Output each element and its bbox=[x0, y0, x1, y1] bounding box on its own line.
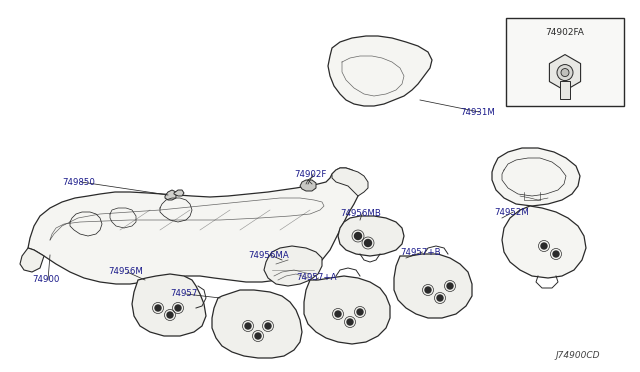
Circle shape bbox=[265, 323, 271, 329]
Text: 74956M: 74956M bbox=[108, 267, 143, 276]
Circle shape bbox=[561, 68, 569, 77]
Polygon shape bbox=[502, 206, 586, 278]
Polygon shape bbox=[20, 248, 44, 272]
Text: 749850: 749850 bbox=[62, 177, 95, 186]
Text: 74957+B: 74957+B bbox=[400, 247, 440, 257]
Text: 74931M: 74931M bbox=[460, 108, 495, 116]
Circle shape bbox=[553, 251, 559, 257]
Polygon shape bbox=[165, 190, 176, 200]
Text: 74952M: 74952M bbox=[494, 208, 529, 217]
Circle shape bbox=[245, 323, 251, 329]
Polygon shape bbox=[300, 180, 316, 191]
Circle shape bbox=[155, 305, 161, 311]
Text: 74957+A: 74957+A bbox=[296, 273, 337, 282]
Circle shape bbox=[357, 309, 363, 315]
Text: 74900: 74900 bbox=[32, 276, 60, 285]
Polygon shape bbox=[304, 276, 390, 344]
Polygon shape bbox=[212, 290, 302, 358]
Circle shape bbox=[255, 333, 261, 339]
Polygon shape bbox=[549, 55, 580, 90]
Text: 74956MB: 74956MB bbox=[340, 208, 381, 218]
Circle shape bbox=[365, 240, 371, 247]
Polygon shape bbox=[394, 254, 472, 318]
Circle shape bbox=[541, 243, 547, 249]
Circle shape bbox=[167, 312, 173, 318]
Polygon shape bbox=[332, 168, 368, 196]
Circle shape bbox=[347, 319, 353, 325]
Text: 74956MA: 74956MA bbox=[248, 250, 289, 260]
Circle shape bbox=[355, 232, 362, 240]
Bar bbox=[506, 18, 624, 106]
Circle shape bbox=[557, 65, 573, 81]
Polygon shape bbox=[132, 274, 206, 336]
Text: 74957: 74957 bbox=[170, 289, 197, 298]
Polygon shape bbox=[174, 190, 184, 196]
Polygon shape bbox=[338, 216, 404, 256]
Circle shape bbox=[335, 311, 341, 317]
Text: 74902F: 74902F bbox=[294, 170, 326, 179]
Circle shape bbox=[447, 283, 453, 289]
Circle shape bbox=[425, 287, 431, 293]
Text: 74902FA: 74902FA bbox=[545, 28, 584, 36]
Polygon shape bbox=[560, 81, 570, 99]
Polygon shape bbox=[492, 148, 580, 206]
Circle shape bbox=[175, 305, 181, 311]
Text: J74900CD: J74900CD bbox=[556, 352, 600, 360]
Polygon shape bbox=[264, 246, 322, 286]
Circle shape bbox=[437, 295, 443, 301]
Polygon shape bbox=[328, 36, 432, 106]
Polygon shape bbox=[28, 168, 362, 284]
